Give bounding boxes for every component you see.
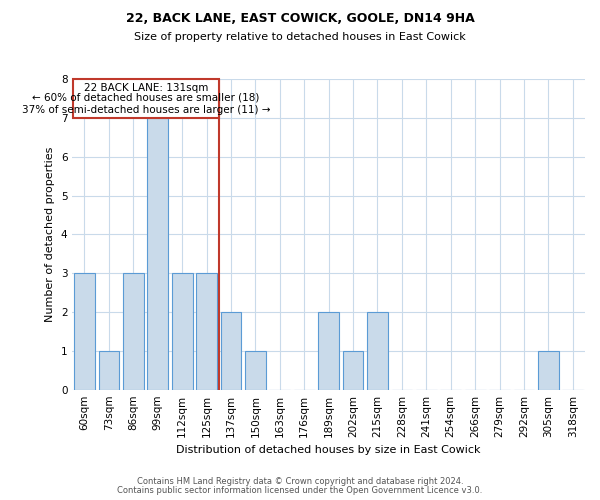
Text: Contains public sector information licensed under the Open Government Licence v3: Contains public sector information licen…: [118, 486, 482, 495]
Text: ← 60% of detached houses are smaller (18): ← 60% of detached houses are smaller (18…: [32, 92, 260, 102]
Bar: [74, 273, 95, 390]
Text: 22 BACK LANE: 131sqm: 22 BACK LANE: 131sqm: [84, 82, 208, 92]
Text: Contains HM Land Registry data © Crown copyright and database right 2024.: Contains HM Land Registry data © Crown c…: [137, 477, 463, 486]
Text: 22, BACK LANE, EAST COWICK, GOOLE, DN14 9HA: 22, BACK LANE, EAST COWICK, GOOLE, DN14 …: [125, 12, 475, 26]
Bar: [538, 351, 559, 390]
Bar: [221, 312, 241, 390]
X-axis label: Distribution of detached houses by size in East Cowick: Distribution of detached houses by size …: [176, 445, 481, 455]
FancyBboxPatch shape: [73, 79, 219, 118]
Bar: [172, 273, 193, 390]
Bar: [245, 351, 266, 390]
Text: 37% of semi-detached houses are larger (11) →: 37% of semi-detached houses are larger (…: [22, 105, 271, 115]
Y-axis label: Number of detached properties: Number of detached properties: [45, 146, 55, 322]
Bar: [343, 351, 364, 390]
Bar: [148, 118, 168, 390]
Bar: [196, 273, 217, 390]
Bar: [98, 351, 119, 390]
Bar: [367, 312, 388, 390]
Text: Size of property relative to detached houses in East Cowick: Size of property relative to detached ho…: [134, 32, 466, 42]
Bar: [318, 312, 339, 390]
Bar: [123, 273, 143, 390]
